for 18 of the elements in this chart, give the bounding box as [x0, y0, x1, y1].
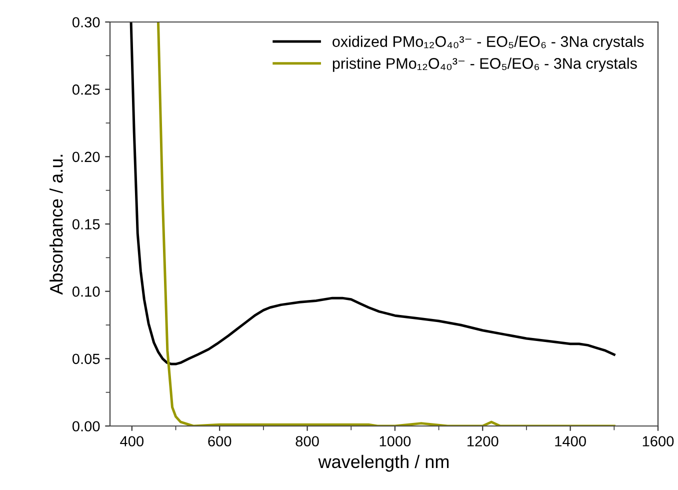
y-axis-title: Absorbance / a.u. [50, 154, 63, 295]
x-tick-label: 1400 [555, 436, 586, 446]
legend-label: pristine PMo₁₂O₄₀³⁻ - EO₅/EO₆ - 3Na crystals [332, 58, 637, 72]
y-tick-label: 0.00 [72, 421, 100, 432]
x-tick-label: 800 [296, 436, 319, 446]
x-axis-title: wavelength / nm [318, 454, 449, 472]
x-tick-label: 1600 [642, 436, 674, 446]
x-tick-label: 600 [208, 436, 232, 446]
x-tick-label: 1000 [380, 436, 411, 446]
y-tick-label: 0.15 [72, 219, 100, 230]
x-tick-label: 400 [120, 436, 144, 446]
y-tick-label: 0.20 [72, 152, 100, 162]
legend-label: oxidized PMo₁₂O₄₀³⁻ - EO₅/EO₆ - 3Na crystals [332, 36, 644, 50]
x-tick-label: 1200 [468, 436, 498, 446]
y-tick-label: 0.25 [72, 84, 100, 95]
y-tick-label: 0.30 [72, 17, 100, 28]
y-tick-label: 0.10 [72, 286, 100, 297]
y-tick-label: 0.05 [72, 354, 100, 364]
